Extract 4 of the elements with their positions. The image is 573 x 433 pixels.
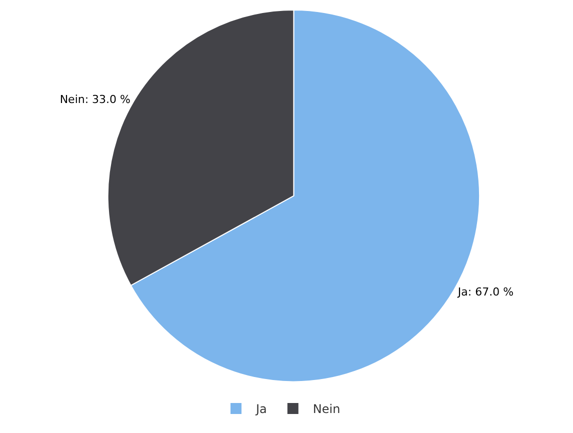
legend-label: Nein <box>312 402 340 416</box>
legend-label: Ja <box>255 402 267 416</box>
data-label: Nein: 33.0 % <box>60 93 130 106</box>
data-label: Ja: 67.0 % <box>456 286 514 299</box>
